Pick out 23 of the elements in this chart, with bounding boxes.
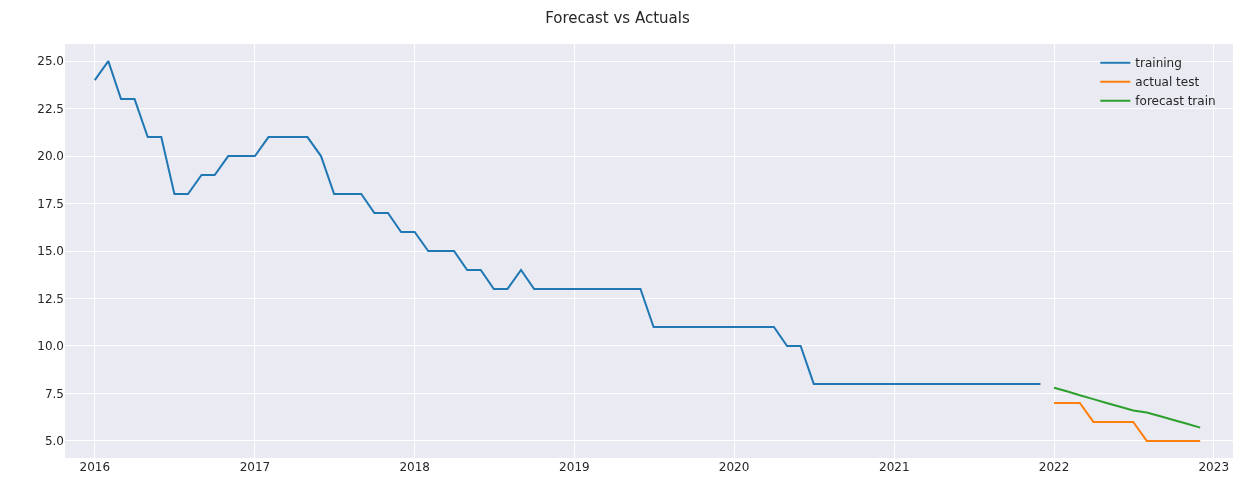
- y-tick-label: 15.0: [37, 244, 64, 259]
- y-tick-label: 25.0: [37, 54, 64, 69]
- x-tick-label: 2019: [559, 460, 590, 474]
- line-series: [93, 60, 1042, 385]
- legend-label: actual test: [1135, 75, 1200, 90]
- x-tick-label: 2016: [79, 460, 111, 474]
- x-tick-label: 2023: [1198, 460, 1230, 474]
- legend-label: training: [1135, 56, 1182, 71]
- line-series: [1053, 386, 1202, 429]
- x-tick-label: 2022: [1038, 460, 1070, 474]
- x-tick-label: 2018: [399, 460, 430, 474]
- chart-title: Forecast vs Actuals: [545, 8, 690, 27]
- x-tick-label: 2020: [718, 460, 750, 474]
- y-tick-label: 5.0: [44, 434, 64, 449]
- y-tick-label: 12.5: [37, 291, 64, 306]
- legend-label: forecast train: [1135, 94, 1216, 109]
- y-tick-label: 20.0: [37, 149, 64, 164]
- y-tick-label: 7.5: [44, 386, 64, 401]
- y-tick-label: 10.0: [37, 339, 64, 354]
- y-tick-label: 17.5: [37, 196, 64, 211]
- x-tick-label: 2017: [239, 460, 271, 474]
- y-tick-label: 22.5: [37, 101, 64, 116]
- x-tick-label: 2021: [879, 460, 910, 474]
